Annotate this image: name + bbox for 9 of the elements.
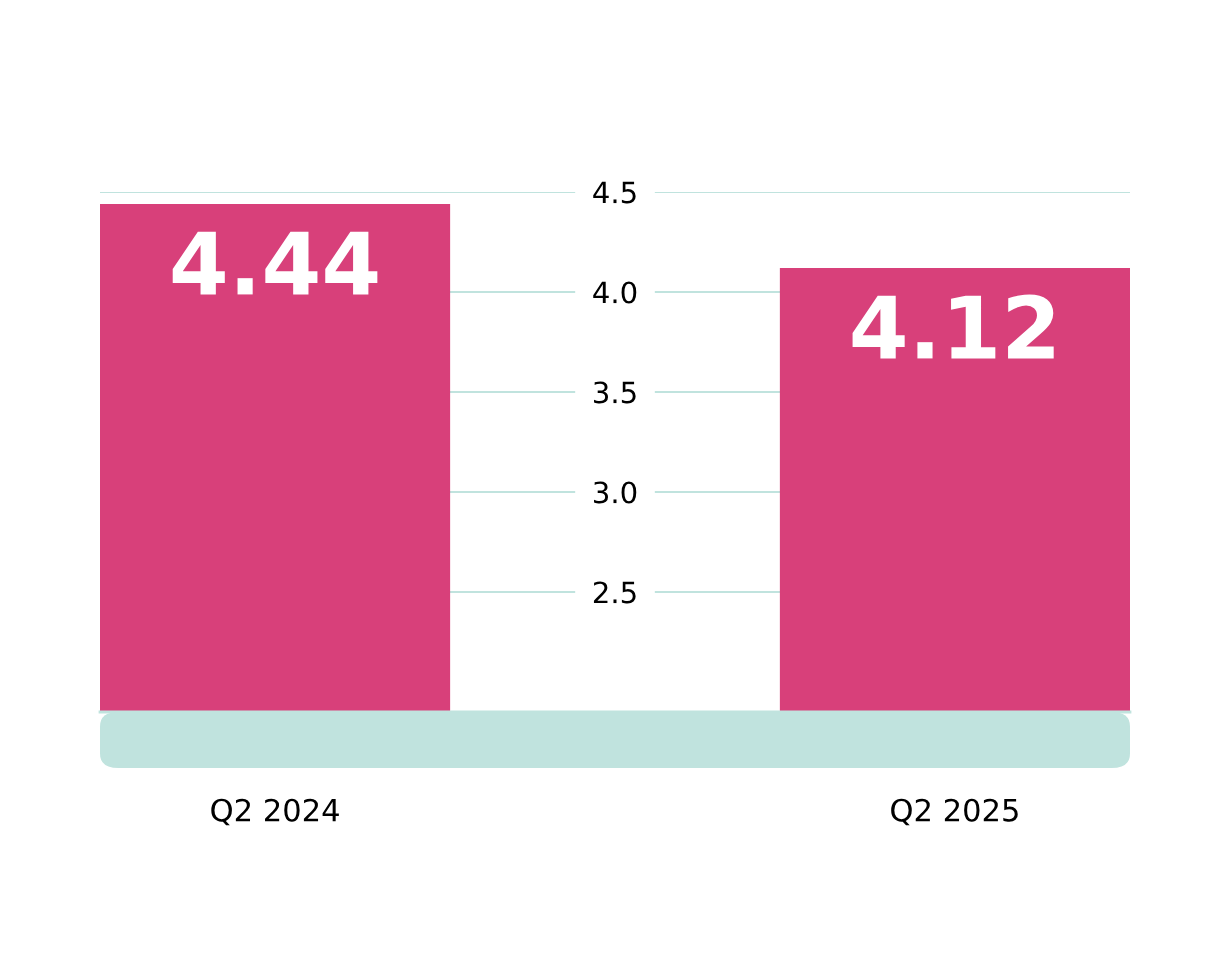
data-label: 4.44 <box>172 231 378 295</box>
y-tick-label: 2.5 <box>593 581 636 604</box>
data-label: 4.12 <box>852 294 1054 359</box>
y-tick-label: 3.5 <box>594 381 636 404</box>
x-tick-label: Q2 2025 <box>891 798 1018 826</box>
y-tick-label: 3.0 <box>594 481 637 504</box>
y-tick-label: 4.0 <box>593 281 637 304</box>
x-tick-label: Q2 2024 <box>211 798 339 826</box>
y-tick-label: 4.5 <box>593 181 636 204</box>
